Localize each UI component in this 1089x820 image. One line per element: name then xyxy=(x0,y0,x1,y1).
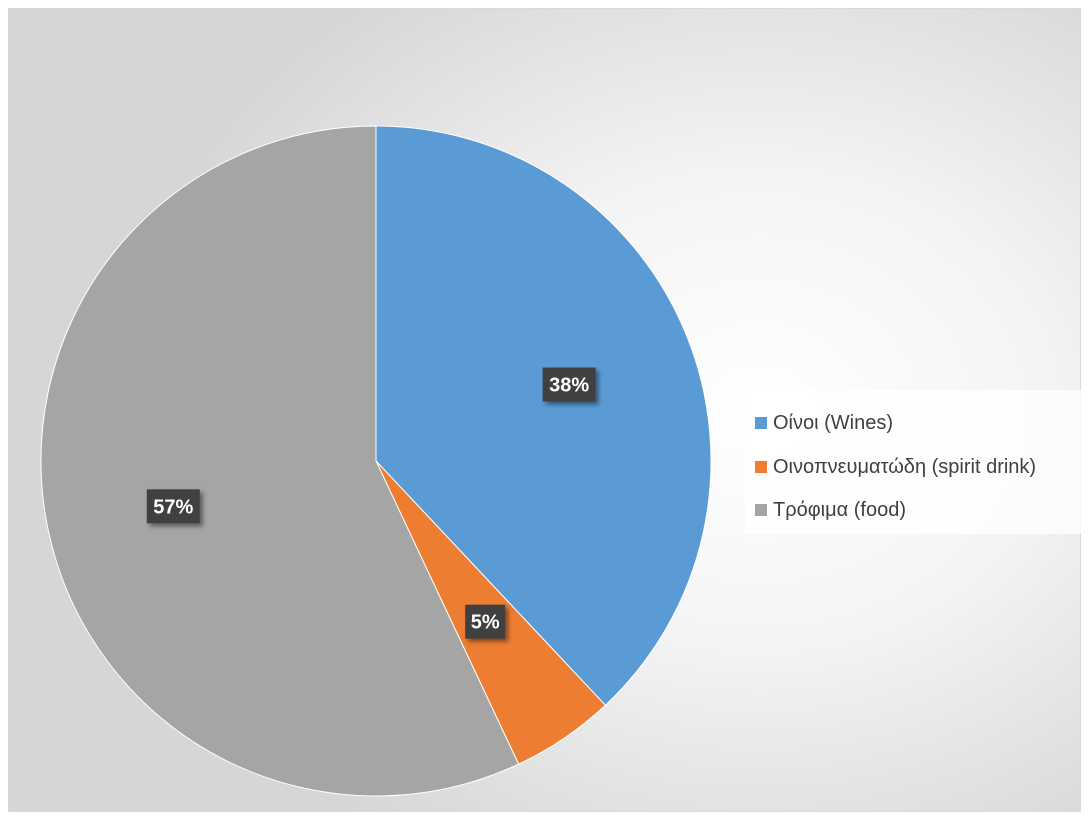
data-label-text-spirit-drink: 5% xyxy=(471,612,500,634)
legend-swatch-wines xyxy=(755,417,767,429)
legend: Οίνοι (Wines) Οινοπνευματώδη (spirit dri… xyxy=(745,390,1085,534)
data-label-box-food xyxy=(146,489,200,524)
data-label-text-food: 57% xyxy=(153,496,193,518)
legend-swatch-food xyxy=(755,504,767,516)
pie-slice-food[interactable] xyxy=(40,125,520,797)
data-label-wines: 38% xyxy=(542,367,596,402)
data-label-spirit-drink: 5% xyxy=(465,604,506,639)
legend-swatch-spirit-drink xyxy=(755,461,767,473)
legend-label-spirit-drink: Οινοπνευματώδη (spirit drink) xyxy=(773,455,1037,478)
data-label-text-wines: 38% xyxy=(549,375,589,397)
legend-item-wines[interactable]: Οίνοι (Wines) xyxy=(755,409,893,437)
legend-label-food: Τρόφιμα (food) xyxy=(773,498,907,521)
pie-chart: 38% 5% 57% xyxy=(40,125,712,797)
legend-item-spirit-drink[interactable]: Οινοπνευματώδη (spirit drink) xyxy=(755,453,1036,481)
data-label-box-wines xyxy=(542,367,596,402)
chart-area: 38% 5% 57% Οίνοι (Wines) Οινοπνευματώδη (s… xyxy=(8,8,1085,812)
data-label-box-spirit-drink xyxy=(465,604,506,639)
legend-label-wines: Οίνοι (Wines) xyxy=(773,411,894,434)
pie-slice-wines[interactable] xyxy=(375,125,712,706)
legend-item-food[interactable]: Τρόφιμα (food) xyxy=(755,496,906,524)
data-label-food: 57% xyxy=(146,489,200,524)
